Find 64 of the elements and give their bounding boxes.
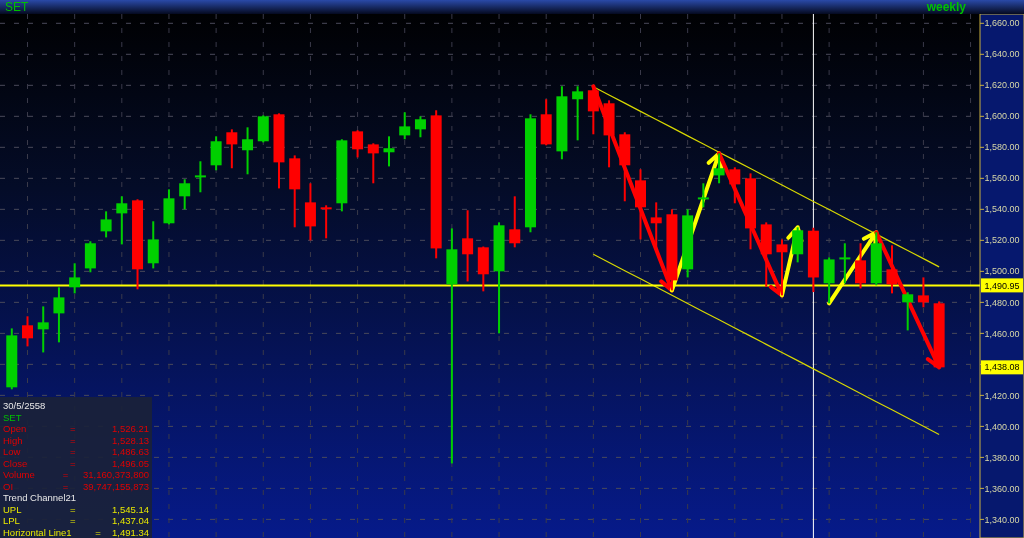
- candlestick: [823, 256, 835, 305]
- y-tick-label: 1,660.00: [984, 18, 1020, 29]
- ref-line-label: 1,490.95: [984, 280, 1020, 291]
- candlestick: [399, 111, 411, 141]
- annotation: Trend Channel21: [3, 492, 77, 503]
- candlestick: [367, 142, 379, 185]
- candlestick: [226, 128, 238, 170]
- y-tick-label: 1,540.00: [984, 204, 1020, 215]
- candlestick: [100, 210, 112, 239]
- candlestick: [509, 195, 521, 249]
- candlestick: [116, 195, 128, 246]
- candlestick: [917, 276, 929, 309]
- candlestick: [729, 166, 741, 205]
- text: LPL = 1,437.04: [3, 515, 149, 526]
- candlestick: [587, 85, 599, 136]
- text: High = 1,528.13: [3, 434, 149, 446]
- candlestick: [462, 209, 474, 283]
- candlestick: [37, 305, 49, 354]
- candlestick: [776, 238, 788, 297]
- y-tick-label: 1,400.00: [984, 421, 1020, 432]
- candlestick: [53, 286, 65, 344]
- candlestick: [69, 262, 81, 295]
- candlestick: [697, 182, 709, 209]
- text: Open = 1,526.21: [3, 423, 149, 434]
- candlestick: [839, 242, 851, 285]
- candlestick: [147, 220, 159, 270]
- candlestick: [194, 160, 206, 194]
- y-tick-label: 1,580.00: [984, 142, 1020, 153]
- y-tick-label: 1,500.00: [984, 266, 1020, 277]
- y-tick-label: 1,380.00: [984, 452, 1020, 463]
- annotation: SET: [3, 411, 22, 423]
- candlestick: [902, 291, 914, 332]
- text: Horizontal Line1 = 1,491.34: [3, 526, 149, 538]
- candlestick: [242, 126, 254, 176]
- text: Close = 1,496.05: [3, 457, 149, 469]
- candlestick: [352, 129, 364, 159]
- y-tick-label: 1,640.00: [984, 49, 1020, 60]
- y-tick-label: 1,340.00: [984, 514, 1020, 525]
- y-tick-label: 1,520.00: [984, 235, 1020, 246]
- candlestick: [179, 178, 191, 211]
- y-tick-label: 1,620.00: [984, 80, 1020, 91]
- y-tick-label: 1,560.00: [984, 173, 1020, 184]
- candlestick: [855, 242, 867, 290]
- text: Volume = 31,160,373,800: [3, 469, 149, 480]
- text: OI = 39,747,155,873: [3, 480, 149, 492]
- y-tick-label: 1,460.00: [984, 328, 1020, 339]
- text: Low = 1,486.63: [3, 446, 149, 457]
- text: 1,438.08: [984, 362, 1020, 373]
- candlestick: [383, 135, 395, 168]
- candlestick: [886, 244, 898, 295]
- text: weekly: [925, 0, 967, 14]
- y-tick-label: 1,600.00: [984, 111, 1020, 122]
- chart-title: SET: [5, 0, 30, 14]
- y-tick-label: 1,420.00: [984, 390, 1020, 401]
- candlestick: [22, 315, 34, 348]
- candlestick: [572, 85, 584, 142]
- candlestick: [713, 152, 725, 185]
- y-tick-label: 1,480.00: [984, 297, 1020, 308]
- annotation: 30/5/2558: [3, 400, 46, 411]
- candlestick: [414, 115, 426, 139]
- candlestick: [320, 204, 332, 240]
- y-tick-label: 1,360.00: [984, 483, 1020, 494]
- text: UPL = 1,545.14: [3, 503, 149, 515]
- line-series: [592, 253, 940, 436]
